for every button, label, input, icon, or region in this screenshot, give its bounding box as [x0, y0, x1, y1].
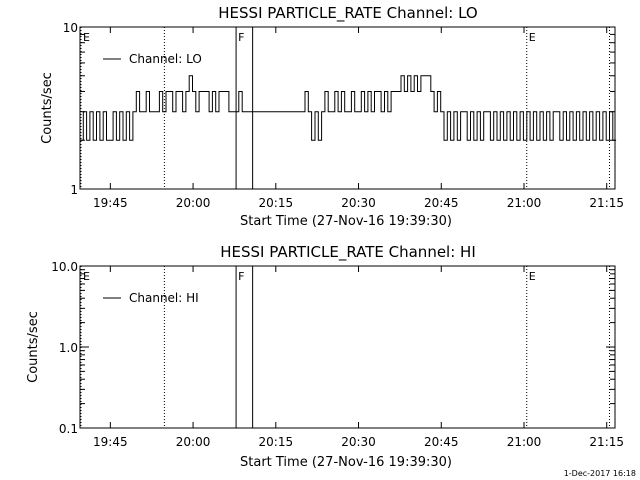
hi-y-tick-label: 1.0	[59, 341, 78, 355]
hi-event-marker-label: E	[529, 270, 536, 283]
lo-y-axis-label: Counts/sec	[40, 72, 55, 144]
lo-x-tick-label: 21:00	[507, 196, 542, 210]
lo-x-tick-label: 21:15	[589, 196, 624, 210]
lo-y-tick-label: 10	[63, 21, 78, 35]
date-stamp: 1-Dec-2017 16:18	[564, 469, 636, 478]
lo-x-tick-label: 20:45	[424, 196, 459, 210]
lo-channel-panel: HESSI PARTICLE_RATE Channel: LO Counts/s…	[40, 4, 624, 229]
lo-x-tick-label: 20:30	[341, 196, 376, 210]
hi-x-tick-label: 19:45	[93, 435, 128, 449]
lo-x-tick-label: 19:45	[93, 196, 128, 210]
hi-y-axis-label: Counts/sec	[26, 311, 41, 383]
lo-x-tick-label: 20:00	[176, 196, 211, 210]
lo-series-line	[80, 75, 617, 141]
lo-event-marker-label: E	[83, 31, 90, 44]
hi-plot-marks: 19:45 20:00 20:15 20:30 20:45 21:00 21:15 0.1 1.…	[51, 260, 624, 449]
lo-event-marker-label: E	[529, 31, 536, 44]
hi-x-tick-label: 20:45	[424, 435, 459, 449]
lo-x-axis-label: Start Time (27-Nov-16 19:39:30)	[240, 214, 452, 229]
hi-y-tick-label: 0.1	[59, 422, 78, 436]
lo-y-tick-label: 1	[70, 183, 78, 197]
hi-x-tick-label: 20:15	[259, 435, 294, 449]
hi-x-tick-label: 21:15	[589, 435, 624, 449]
lo-chart-title: HESSI PARTICLE_RATE Channel: LO	[218, 4, 477, 23]
hi-event-marker-label: F	[238, 270, 244, 283]
lo-x-tick-label: 20:15	[259, 196, 294, 210]
lo-legend-label: Channel: LO	[129, 52, 202, 66]
hi-x-tick-label: 20:00	[176, 435, 211, 449]
hi-y-tick-label: 10.0	[51, 260, 78, 274]
hi-x-axis-label: Start Time (27-Nov-16 19:39:30)	[240, 455, 452, 470]
lo-plot-marks: 19:45 20:00 20:15 20:30 20:45 21:00 21:15 1 10 E F…	[63, 21, 624, 210]
hi-channel-panel: HESSI PARTICLE_RATE Channel: HI Counts/s…	[26, 243, 624, 470]
hi-x-tick-label: 20:30	[341, 435, 376, 449]
hi-legend-label: Channel: HI	[129, 291, 199, 305]
hi-event-marker-label: E	[83, 270, 90, 283]
lo-plot-frame	[79, 26, 616, 190]
lo-event-marker-label: F	[238, 31, 244, 44]
hi-x-tick-label: 21:00	[507, 435, 542, 449]
hi-chart-title: HESSI PARTICLE_RATE Channel: HI	[220, 243, 476, 262]
